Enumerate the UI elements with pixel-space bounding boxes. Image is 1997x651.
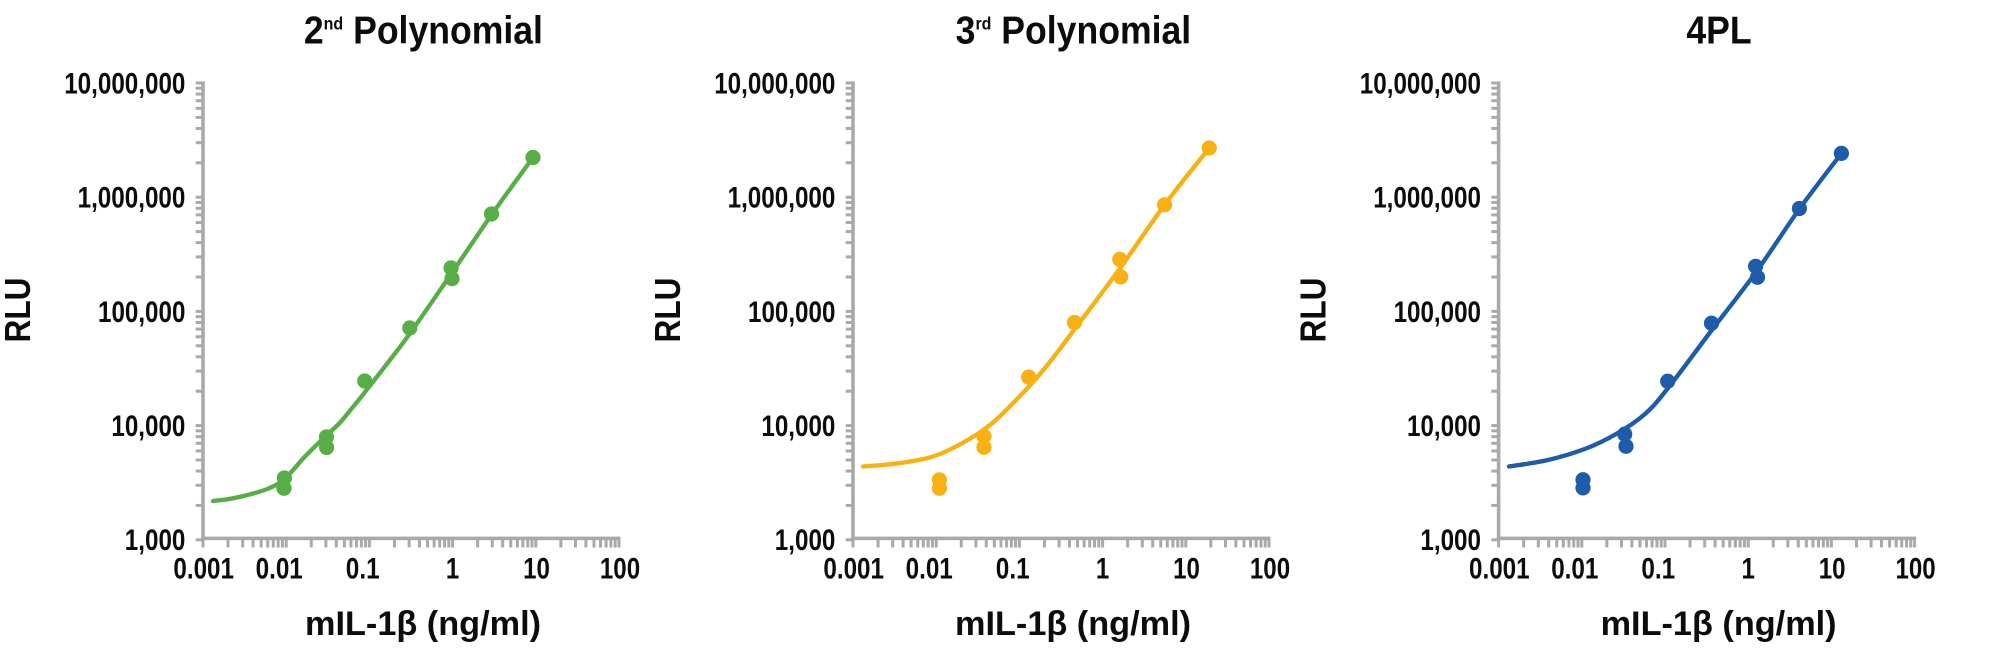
svg-text:0.01: 0.01 <box>1551 553 1598 585</box>
svg-text:RLU: RLU <box>647 278 688 343</box>
svg-text:100,000: 100,000 <box>748 297 835 329</box>
svg-text:0.1: 0.1 <box>996 553 1030 585</box>
svg-text:10,000: 10,000 <box>111 411 185 443</box>
svg-text:1,000,000: 1,000,000 <box>1373 183 1481 215</box>
svg-text:1,000: 1,000 <box>775 525 836 557</box>
svg-text:2nd Polynomial: 2nd Polynomial <box>304 8 543 52</box>
svg-text:0.01: 0.01 <box>256 553 303 585</box>
svg-text:1,000,000: 1,000,000 <box>728 183 836 215</box>
svg-text:10: 10 <box>1173 553 1200 585</box>
svg-text:3rd Polynomial: 3rd Polynomial <box>956 8 1192 52</box>
svg-text:mIL-1β (ng/ml): mIL-1β (ng/ml) <box>1601 605 1837 643</box>
svg-text:0.01: 0.01 <box>906 553 953 585</box>
svg-text:4PL: 4PL <box>1686 8 1751 52</box>
svg-text:10,000,000: 10,000,000 <box>1360 68 1481 100</box>
svg-text:1: 1 <box>1096 553 1109 585</box>
svg-text:mIL-1β (ng/ml): mIL-1β (ng/ml) <box>305 605 541 643</box>
svg-text:1,000: 1,000 <box>125 525 186 557</box>
svg-text:0.001: 0.001 <box>173 553 234 585</box>
svg-text:10: 10 <box>1819 553 1846 585</box>
svg-text:10,000: 10,000 <box>1407 411 1481 443</box>
svg-text:1,000: 1,000 <box>1420 525 1481 557</box>
svg-text:10: 10 <box>523 553 550 585</box>
svg-text:100: 100 <box>600 553 640 585</box>
svg-text:100,000: 100,000 <box>1394 297 1481 329</box>
svg-text:RLU: RLU <box>0 278 38 343</box>
svg-text:10,000,000: 10,000,000 <box>714 68 835 100</box>
svg-text:0.001: 0.001 <box>823 553 884 585</box>
svg-text:0.001: 0.001 <box>1469 553 1530 585</box>
svg-text:RLU: RLU <box>1293 278 1334 343</box>
svg-text:10,000: 10,000 <box>761 411 835 443</box>
svg-text:1,000,000: 1,000,000 <box>78 183 186 215</box>
svg-text:100: 100 <box>1896 553 1936 585</box>
svg-text:1: 1 <box>1742 553 1755 585</box>
svg-text:mIL-1β (ng/ml): mIL-1β (ng/ml) <box>955 605 1191 643</box>
svg-text:0.1: 0.1 <box>346 553 380 585</box>
svg-text:100,000: 100,000 <box>98 297 185 329</box>
svg-text:1: 1 <box>446 553 459 585</box>
svg-text:10,000,000: 10,000,000 <box>64 68 185 100</box>
svg-text:0.1: 0.1 <box>1641 553 1675 585</box>
svg-text:100: 100 <box>1250 553 1290 585</box>
